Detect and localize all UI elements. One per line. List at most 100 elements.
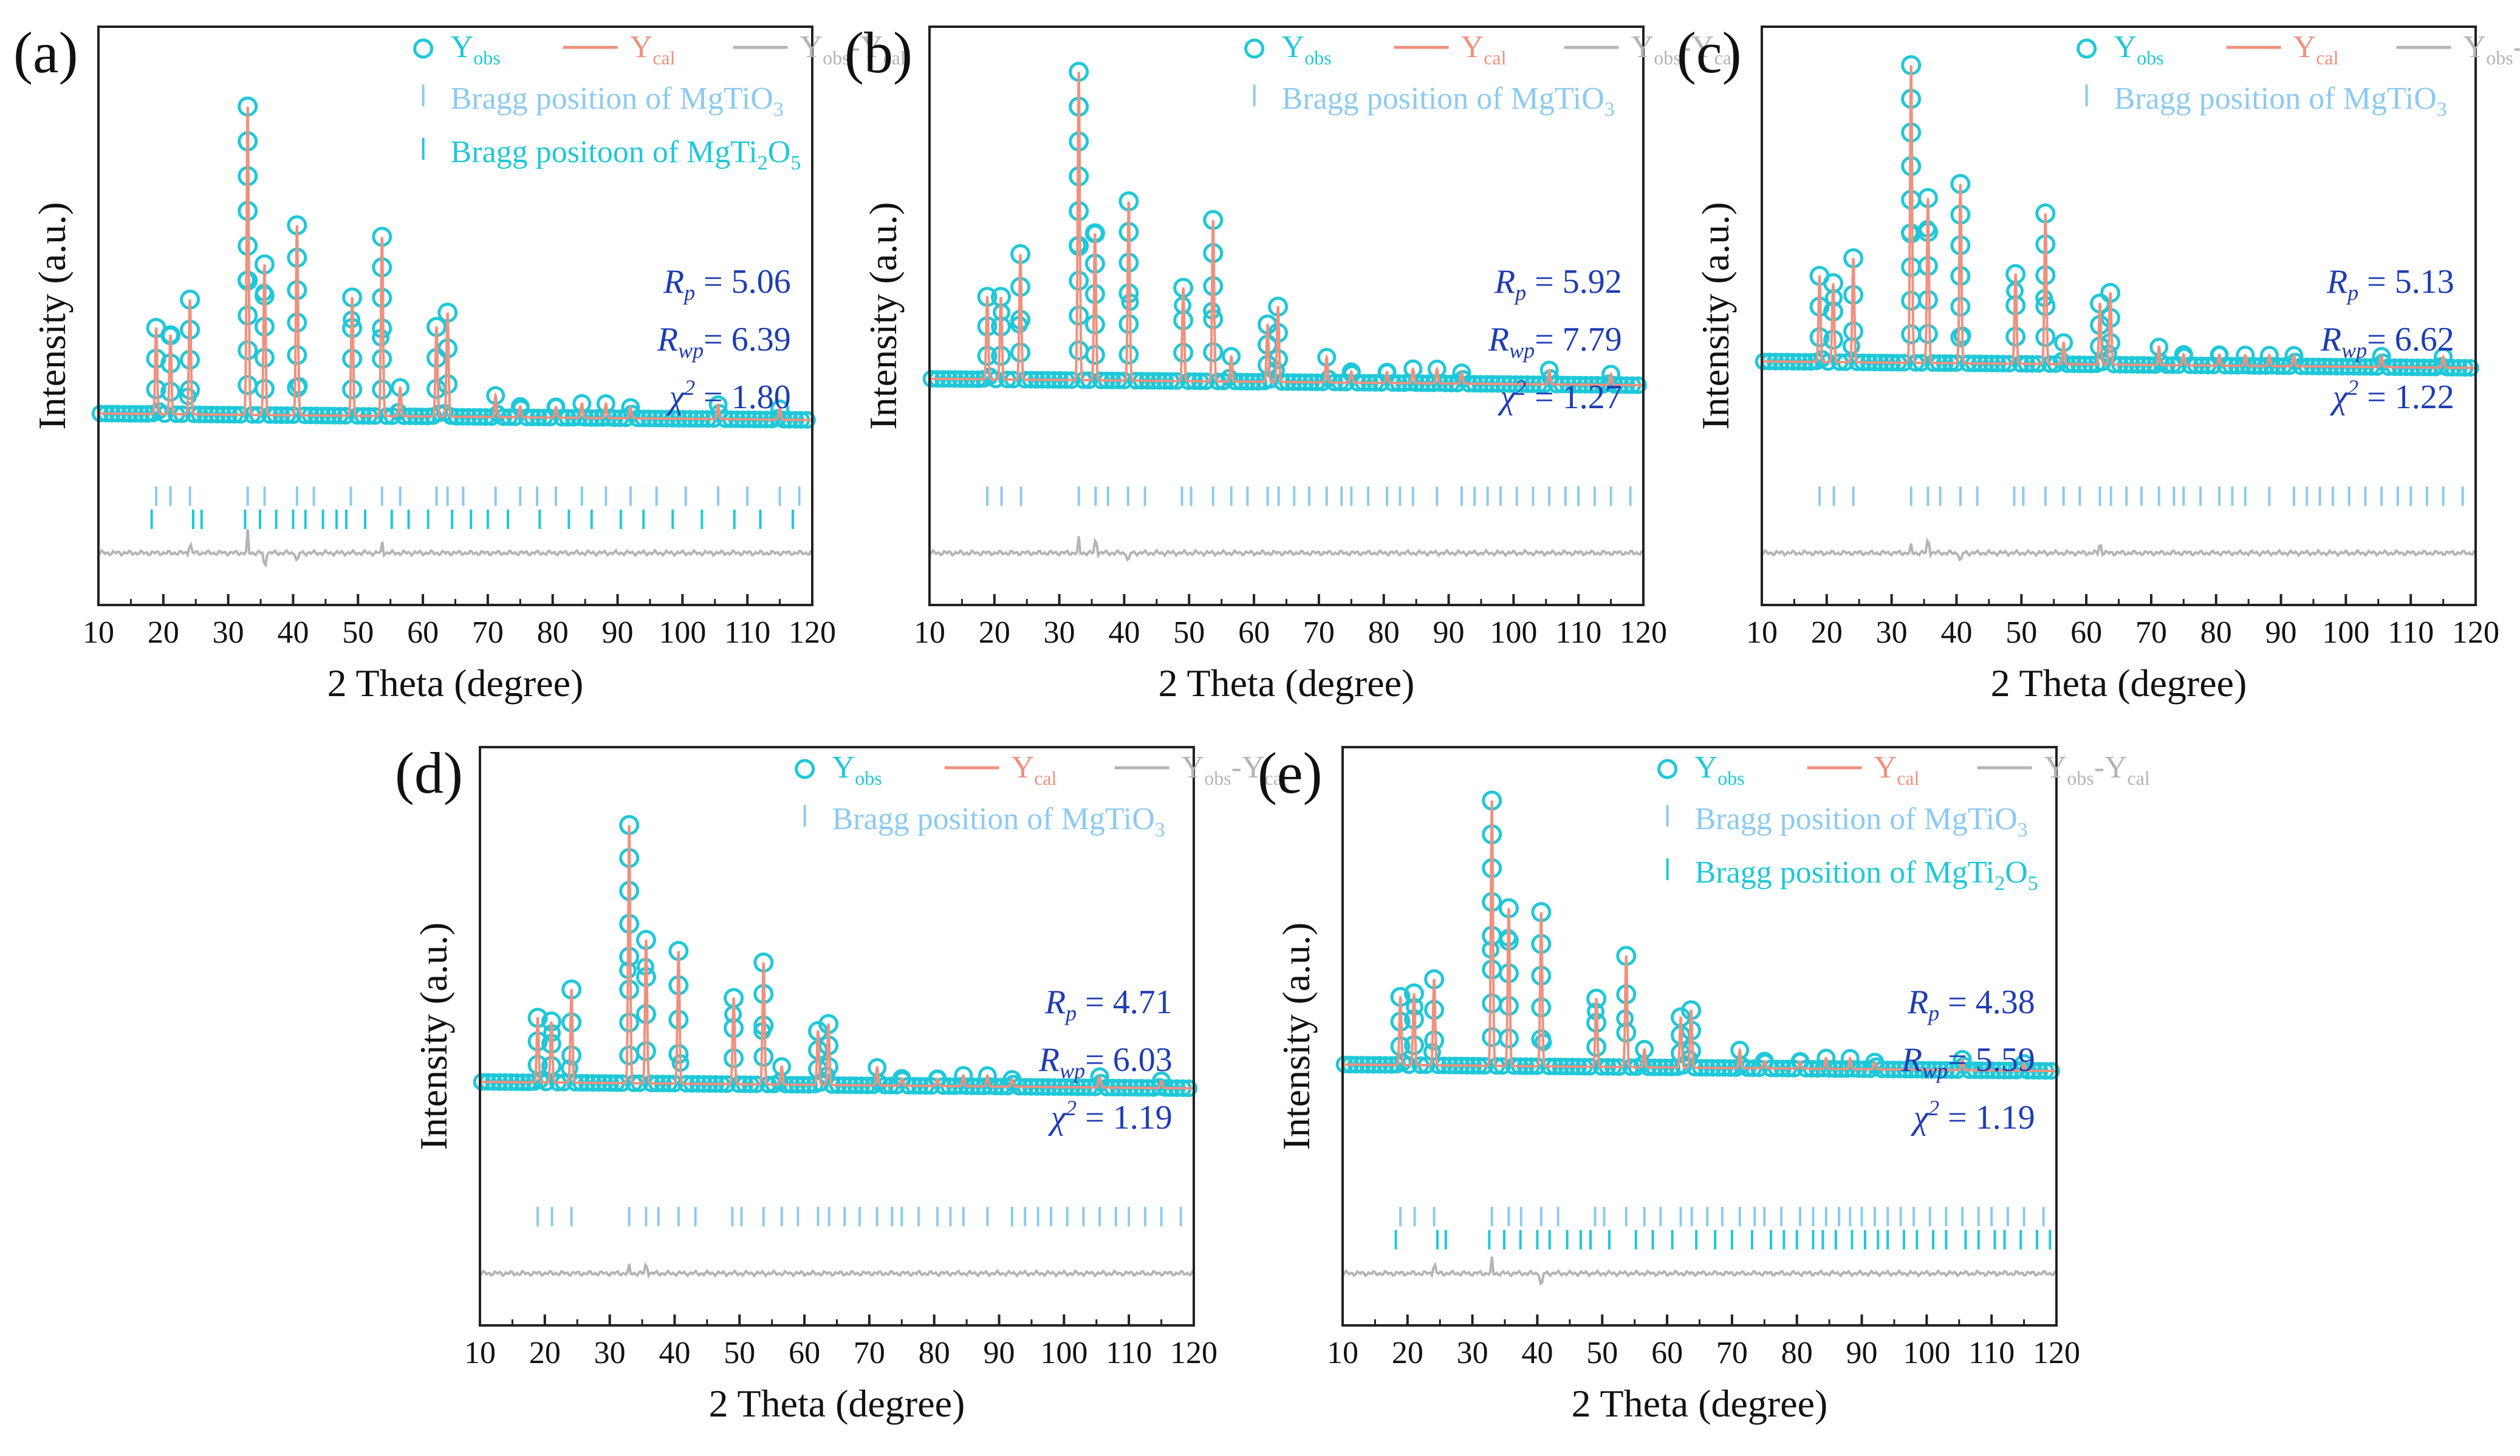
- x-tick-label: 70: [1716, 1336, 1748, 1370]
- text-part: 2 Theta (degree): [327, 661, 584, 705]
- yobs-point: [1865, 1053, 1885, 1072]
- text-part: -Y: [1681, 30, 1714, 64]
- text-part: 110: [1106, 1336, 1152, 1370]
- yobs-point: [818, 1056, 839, 1077]
- text-part: 1.27: [1563, 378, 1622, 416]
- text-part: 5.92: [1563, 263, 1622, 301]
- text-part: 50: [1586, 1336, 1618, 1370]
- text-part: cal: [2316, 47, 2338, 69]
- x-tick-label: 10: [914, 615, 945, 650]
- text-part: cal: [1265, 767, 1287, 789]
- yobs-point: [1755, 1051, 1774, 1071]
- x-tick-label: 30: [1044, 615, 1075, 650]
- yobs-point: [1203, 342, 1224, 363]
- yobs-point: [1816, 1048, 1836, 1068]
- text-part: cal: [2128, 767, 2150, 789]
- x-tick-label: 100: [2322, 615, 2369, 650]
- yobs-point: [1616, 1022, 1637, 1043]
- text-part: 30: [1044, 615, 1075, 650]
- yobs-point: [1790, 1052, 1810, 1071]
- stat-rp: Rp = 5.92: [1494, 263, 1622, 305]
- text-part: (e): [1258, 740, 1323, 805]
- panel-b: 10 20 30 40 50 60 70 80 90 100 110 120 2 Theta (degr…: [844, 20, 1737, 705]
- yobs-point: [1203, 309, 1224, 329]
- text-part: Y: [2293, 30, 2316, 64]
- panel-label: (b): [844, 20, 912, 85]
- legend-diff-label: Yobs-Ycal: [2464, 30, 2520, 69]
- ycal-line: [1762, 65, 2476, 369]
- yobs-point: [1498, 1028, 1519, 1049]
- text-part: 110: [2388, 615, 2434, 650]
- legend-obs-label: Yobs: [451, 30, 501, 69]
- text-part: 3: [1155, 819, 1165, 841]
- yobs-point: [619, 979, 640, 1000]
- text-part: (d): [395, 740, 463, 805]
- x-tick-label: 40: [1940, 615, 1972, 650]
- x-tick-label: 70: [472, 615, 504, 650]
- text-part: cal: [1897, 767, 1919, 789]
- text-part: obs: [2486, 47, 2513, 69]
- bragg-row-1: [1818, 486, 2464, 506]
- text-part: 6.39: [731, 321, 791, 358]
- text-part: 1.80: [731, 378, 791, 416]
- stat-rp: Rp = 5.06: [663, 263, 791, 305]
- diff-line: [1761, 537, 2476, 562]
- yobs-point: [1010, 342, 1031, 363]
- yobs-point: [2372, 347, 2391, 366]
- legend-obs-marker: [2077, 38, 2097, 59]
- text-part: 3: [773, 98, 784, 121]
- yobs-point: [2434, 347, 2453, 366]
- x-tick-label: 70: [2135, 615, 2167, 650]
- text-part: obs: [2137, 47, 2163, 69]
- stat-rwp: Rwp= 7.79: [1488, 321, 1622, 363]
- yobs-point: [2035, 296, 2056, 316]
- legend-bragg-label: Bragg position of MgTiO3: [1282, 81, 1615, 121]
- yobs-point: [2174, 345, 2193, 364]
- text-part: 1.22: [2395, 378, 2454, 416]
- y-axis-title: Intensity (a.u.): [30, 202, 74, 430]
- text-part: 110: [1555, 615, 1601, 650]
- yobs-point: [1498, 996, 1519, 1016]
- yobs-point: [991, 346, 1011, 366]
- text-part: Y: [1695, 750, 1718, 785]
- legend-obs-label: Yobs: [1282, 30, 1332, 69]
- yobs-point: [1823, 329, 1843, 350]
- text-part: 110: [1968, 1336, 2015, 1370]
- text-part: 30: [1457, 1336, 1488, 1370]
- text-part: 120: [2452, 615, 2499, 650]
- text-part: (c): [1677, 20, 1742, 85]
- text-part: 5: [790, 152, 801, 174]
- text-part: Bragg positoon of MgTi: [451, 135, 758, 169]
- text-part: 20: [529, 1336, 561, 1370]
- text-part: obs: [473, 47, 500, 69]
- yobs-point: [619, 1045, 640, 1066]
- stat-rwp: Rwp= 5.59: [1901, 1041, 2035, 1083]
- text-part: Y: [2044, 750, 2067, 785]
- text-part: 10: [83, 615, 114, 650]
- x-axis-title: 2 Theta (degree): [1159, 661, 1415, 705]
- text-part: 90: [984, 1336, 1015, 1370]
- x-tick-label: 40: [277, 615, 309, 650]
- yobs-point: [1427, 360, 1447, 379]
- text-part: 5.13: [2395, 263, 2454, 301]
- x-tick-label: 100: [659, 615, 706, 650]
- text-part: 2: [1994, 872, 2005, 895]
- text-part: obs: [1204, 767, 1231, 789]
- text-part: 70: [472, 615, 504, 650]
- yobs-point: [146, 379, 166, 400]
- yobs-point: [1601, 364, 1621, 384]
- x-tick-label: 90: [1846, 1336, 1878, 1370]
- text-part: Y: [2464, 30, 2487, 64]
- yobs-point: [287, 377, 307, 398]
- yobs-point: [1069, 270, 1089, 291]
- yobs-point: [1002, 1070, 1022, 1089]
- panel-c: 10 20 30 40 50 60 70 80 90 100 110 120 2 Theta (degr…: [1677, 20, 2520, 705]
- text-part: 4.38: [1976, 983, 2035, 1021]
- text-part: cal: [1714, 47, 1737, 69]
- legend-cal-label: Ycal: [1461, 30, 1507, 69]
- x-tick-label: 60: [789, 1336, 820, 1370]
- stat-chi2: χ2 = 1.27: [1498, 375, 1622, 416]
- panel-label: (a): [13, 20, 78, 85]
